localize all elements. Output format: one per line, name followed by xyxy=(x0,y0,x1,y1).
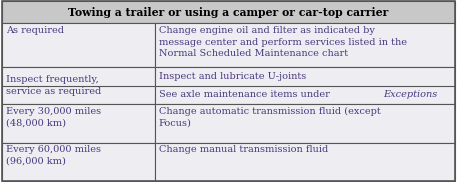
Text: Change engine oil and filter as indicated by
message center and perform services: Change engine oil and filter as indicate… xyxy=(159,26,407,58)
Bar xyxy=(2,143,155,181)
Text: See axle maintenance items under: See axle maintenance items under xyxy=(159,90,333,99)
Bar xyxy=(2,1,455,23)
Bar xyxy=(155,104,455,143)
Bar xyxy=(155,23,455,67)
Text: Every 30,000 miles
(48,000 km): Every 30,000 miles (48,000 km) xyxy=(6,107,101,127)
Bar xyxy=(155,67,455,104)
Bar xyxy=(2,104,155,143)
Text: Change automatic transmission fluid (except
Focus): Change automatic transmission fluid (exc… xyxy=(159,107,381,127)
Text: Exceptions: Exceptions xyxy=(383,90,438,99)
Text: As required: As required xyxy=(6,26,64,35)
Bar xyxy=(2,23,155,67)
Bar xyxy=(155,143,455,181)
Text: Every 60,000 miles
(96,000 km): Every 60,000 miles (96,000 km) xyxy=(6,145,101,166)
Text: Inspect and lubricate U-joints: Inspect and lubricate U-joints xyxy=(159,72,306,81)
Text: Change manual transmission fluid: Change manual transmission fluid xyxy=(159,145,328,154)
Text: Towing a trailer or using a camper or car-top carrier: Towing a trailer or using a camper or ca… xyxy=(68,7,389,18)
Text: Inspect frequently,
service as required: Inspect frequently, service as required xyxy=(6,75,101,96)
Bar xyxy=(2,67,155,104)
